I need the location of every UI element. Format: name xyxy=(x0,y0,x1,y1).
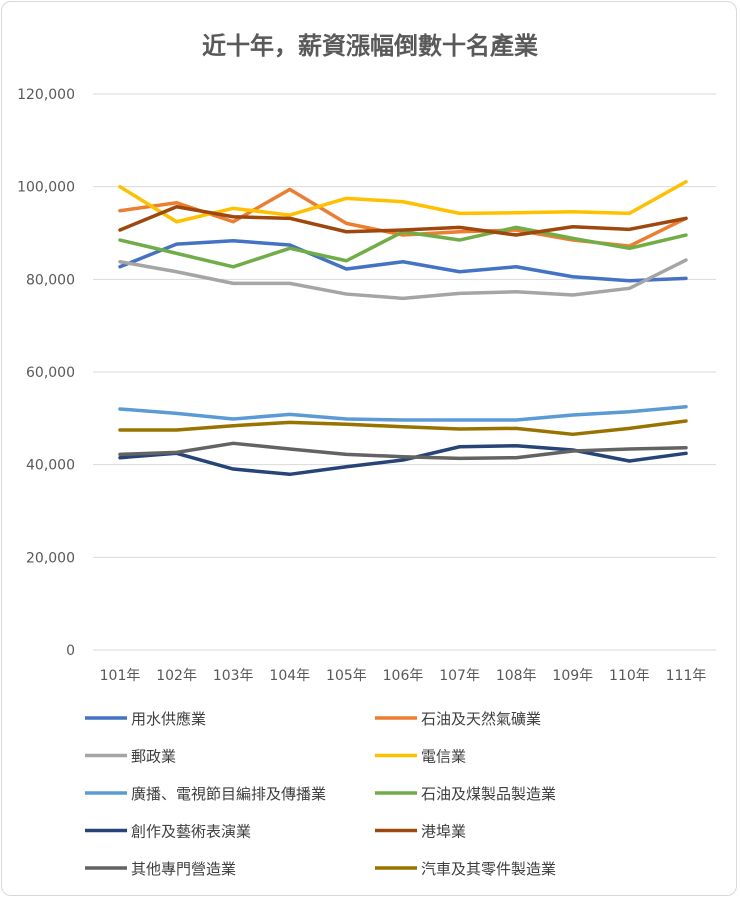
y-tick-label: 0 xyxy=(66,643,75,659)
legend-label: 創作及藝術表演業 xyxy=(131,823,251,841)
legend-label: 用水供應業 xyxy=(131,710,206,728)
series-line-9 xyxy=(118,419,688,437)
y-tick-label: 60,000 xyxy=(26,365,75,381)
y-tick-label: 100,000 xyxy=(17,180,75,196)
series-line-6 xyxy=(118,443,688,477)
x-tick-label: 106年 xyxy=(383,668,424,684)
x-tick-label: 105年 xyxy=(326,668,367,684)
legend-item: 汽車及其零件製造業 xyxy=(375,860,556,878)
legend-item: 港埠業 xyxy=(375,823,466,841)
legend-item: 創作及藝術表演業 xyxy=(85,823,251,841)
x-tick-label: 108年 xyxy=(496,668,537,684)
legend-label: 石油及煤製品製造業 xyxy=(421,785,556,803)
legend-label: 郵政業 xyxy=(131,748,176,766)
x-tick-label: 102年 xyxy=(156,668,197,684)
x-tick-label: 110年 xyxy=(609,668,650,684)
legend-label: 港埠業 xyxy=(421,823,466,841)
x-axis-ticks: 101年 102年 103年 104年 105年 106年 107年 108年 109年 110年… xyxy=(100,668,707,684)
legend-label: 廣播、電視節目編排及傳播業 xyxy=(131,785,326,803)
series-line-4 xyxy=(118,405,688,422)
series-line-2 xyxy=(118,258,688,301)
y-tick-label: 20,000 xyxy=(26,550,75,566)
legend-label: 電信業 xyxy=(421,748,466,766)
legend-label: 其他專門營造業 xyxy=(131,860,236,878)
x-tick-label: 107年 xyxy=(439,668,480,684)
chart-title: 近十年，薪資漲幅倒數十名產業 xyxy=(202,32,538,60)
y-tick-label: 40,000 xyxy=(26,458,75,474)
series-line-0 xyxy=(118,238,688,283)
legend-label: 石油及天然氣礦業 xyxy=(421,710,541,728)
legend-item: 其他專門營造業 xyxy=(85,860,236,878)
x-tick-label: 111年 xyxy=(666,668,707,684)
series-lines xyxy=(118,180,688,477)
series-line-1 xyxy=(118,187,688,248)
legend-item: 石油及天然氣礦業 xyxy=(375,710,541,728)
x-tick-label: 109年 xyxy=(552,668,593,684)
y-tick-label: 80,000 xyxy=(26,272,75,288)
legend-item: 石油及煤製品製造業 xyxy=(375,785,556,803)
series-line-3 xyxy=(118,180,688,224)
x-tick-label: 101年 xyxy=(100,668,141,684)
y-tick-label: 120,000 xyxy=(17,87,75,103)
y-axis-ticks: 0 20,000 40,000 60,000 80,000 100,000 120,000 xyxy=(17,87,75,659)
x-tick-label: 104年 xyxy=(269,668,310,684)
series-line-8 xyxy=(118,441,688,461)
legend-item: 電信業 xyxy=(375,748,466,766)
legend-item: 郵政業 xyxy=(85,748,176,766)
x-tick-label: 103年 xyxy=(213,668,254,684)
legend-item: 廣播、電視節目編排及傳播業 xyxy=(85,785,326,803)
legend-label: 汽車及其零件製造業 xyxy=(421,860,556,878)
legend-item: 用水供應業 xyxy=(85,710,206,728)
gridlines xyxy=(93,93,716,651)
series-line-7 xyxy=(118,204,688,237)
